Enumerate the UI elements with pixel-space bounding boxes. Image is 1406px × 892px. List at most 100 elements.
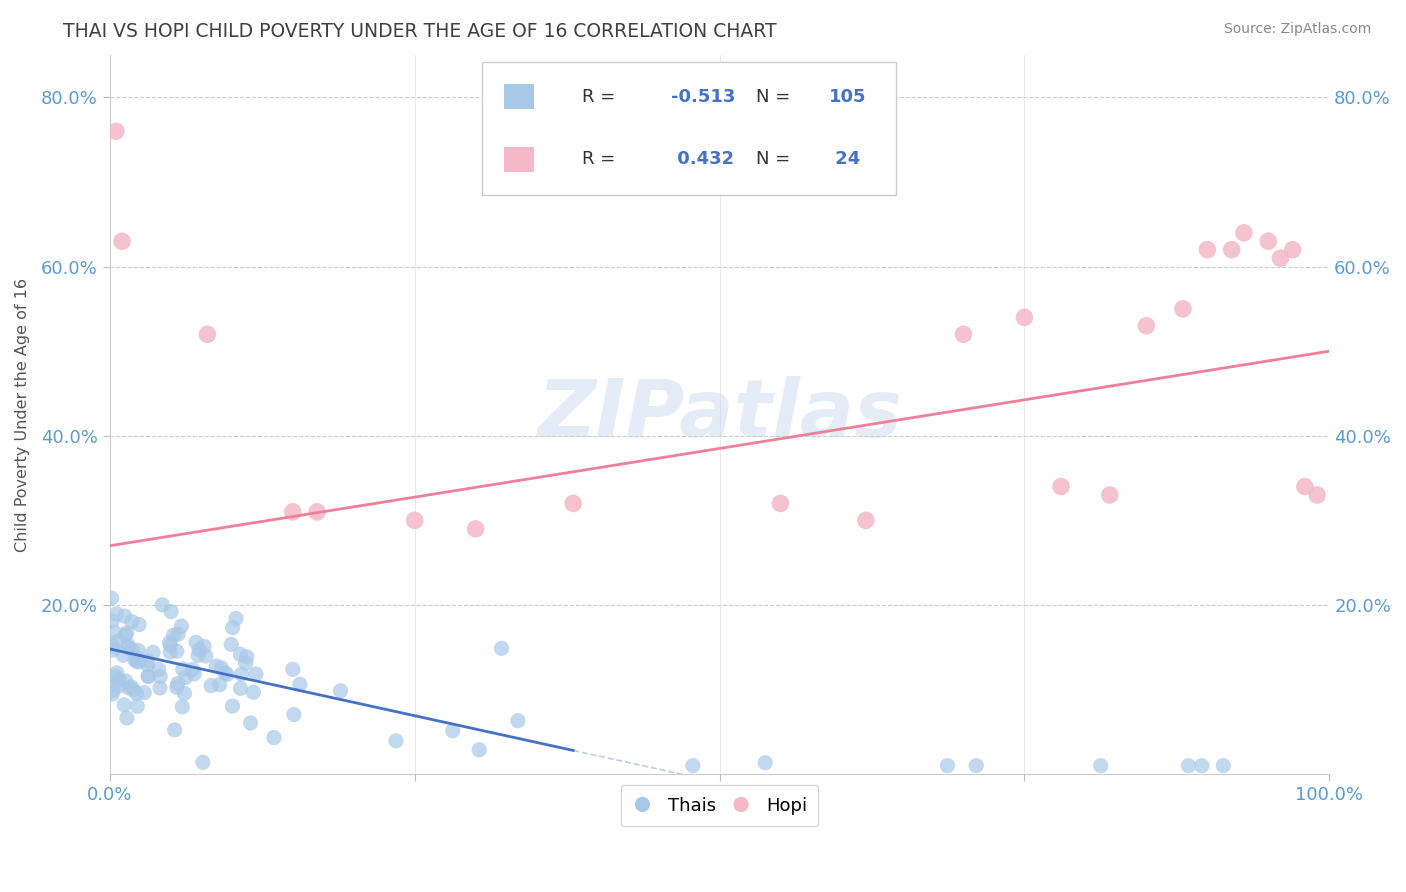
Point bbox=[107, 673, 129, 687]
Point bbox=[118, 681, 141, 695]
Point bbox=[191, 756, 214, 770]
Point bbox=[112, 648, 135, 663]
Point bbox=[128, 655, 150, 669]
Point bbox=[108, 679, 131, 693]
Text: ZIPatlas: ZIPatlas bbox=[537, 376, 903, 454]
Point bbox=[114, 628, 136, 642]
Point bbox=[769, 496, 792, 510]
Bar bbox=[482, 62, 897, 195]
Point bbox=[229, 681, 252, 696]
Point bbox=[103, 625, 125, 640]
Point bbox=[138, 669, 160, 683]
Point bbox=[491, 641, 513, 656]
Point bbox=[1306, 488, 1329, 502]
Point bbox=[952, 327, 974, 342]
Point bbox=[166, 644, 188, 658]
Text: R =: R = bbox=[582, 87, 620, 106]
Point bbox=[215, 667, 238, 681]
Point bbox=[855, 513, 877, 527]
Point bbox=[231, 667, 253, 681]
Point bbox=[1197, 243, 1219, 257]
Point bbox=[142, 645, 165, 659]
Point bbox=[162, 628, 184, 642]
Point bbox=[134, 685, 156, 699]
Text: 24: 24 bbox=[830, 151, 860, 169]
Point bbox=[236, 649, 259, 664]
Point bbox=[754, 756, 776, 770]
Point bbox=[150, 598, 173, 612]
Point bbox=[101, 639, 124, 653]
Point bbox=[307, 505, 329, 519]
Point bbox=[208, 678, 231, 692]
Point bbox=[281, 505, 304, 519]
Text: THAI VS HOPI CHILD POVERTY UNDER THE AGE OF 16 CORRELATION CHART: THAI VS HOPI CHILD POVERTY UNDER THE AGE… bbox=[63, 22, 778, 41]
Point bbox=[117, 638, 139, 652]
Legend: Thais, Hopi: Thais, Hopi bbox=[620, 785, 818, 826]
Point bbox=[188, 642, 211, 657]
Point bbox=[441, 723, 464, 738]
Point bbox=[121, 615, 143, 629]
Point bbox=[115, 673, 138, 688]
Point bbox=[104, 669, 127, 683]
Point bbox=[283, 707, 305, 722]
Point bbox=[936, 758, 959, 772]
Point bbox=[128, 617, 150, 632]
Point bbox=[166, 676, 188, 690]
Point bbox=[181, 663, 204, 677]
Text: Source: ZipAtlas.com: Source: ZipAtlas.com bbox=[1223, 22, 1371, 37]
Point bbox=[127, 651, 149, 665]
Point bbox=[149, 681, 172, 695]
Point bbox=[1212, 758, 1234, 772]
Point bbox=[209, 661, 232, 675]
Point bbox=[1281, 243, 1303, 257]
Text: N =: N = bbox=[756, 87, 796, 106]
Point bbox=[101, 643, 124, 657]
Point bbox=[115, 711, 138, 725]
Y-axis label: Child Poverty Under the Age of 16: Child Poverty Under the Age of 16 bbox=[15, 277, 30, 551]
Bar bbox=[503, 84, 533, 110]
Point bbox=[100, 591, 122, 606]
Point bbox=[117, 640, 139, 655]
Point bbox=[1135, 318, 1157, 333]
Point bbox=[105, 607, 128, 621]
Point bbox=[160, 605, 183, 619]
Point bbox=[1191, 758, 1213, 772]
Point bbox=[288, 677, 311, 691]
Point bbox=[187, 648, 209, 663]
Text: R =: R = bbox=[582, 151, 620, 169]
Point bbox=[682, 758, 704, 772]
Point bbox=[114, 609, 136, 624]
Point bbox=[1220, 243, 1243, 257]
Point bbox=[1090, 758, 1112, 772]
Bar bbox=[503, 147, 533, 172]
Point bbox=[112, 698, 135, 712]
Point bbox=[239, 716, 262, 731]
Point bbox=[108, 673, 131, 687]
Point bbox=[222, 621, 245, 635]
Point bbox=[193, 640, 215, 654]
Point bbox=[1098, 488, 1121, 502]
Point bbox=[965, 758, 987, 772]
Point bbox=[115, 626, 138, 640]
Point bbox=[174, 670, 197, 684]
Point bbox=[125, 654, 148, 668]
Point bbox=[194, 648, 217, 663]
Point bbox=[404, 513, 426, 527]
Point bbox=[225, 611, 247, 625]
Point bbox=[136, 654, 159, 668]
Point bbox=[163, 723, 186, 737]
Point bbox=[136, 669, 159, 683]
Point bbox=[1294, 479, 1316, 493]
Point bbox=[172, 662, 194, 676]
Point bbox=[329, 683, 352, 698]
Text: 105: 105 bbox=[830, 87, 866, 106]
Text: -0.513: -0.513 bbox=[671, 87, 735, 106]
Point bbox=[167, 627, 190, 641]
Point bbox=[1050, 479, 1073, 493]
Point bbox=[124, 652, 146, 666]
Point bbox=[101, 683, 124, 698]
Point bbox=[159, 638, 181, 652]
Point bbox=[149, 669, 172, 683]
Point bbox=[235, 656, 257, 670]
Point bbox=[1177, 758, 1199, 772]
